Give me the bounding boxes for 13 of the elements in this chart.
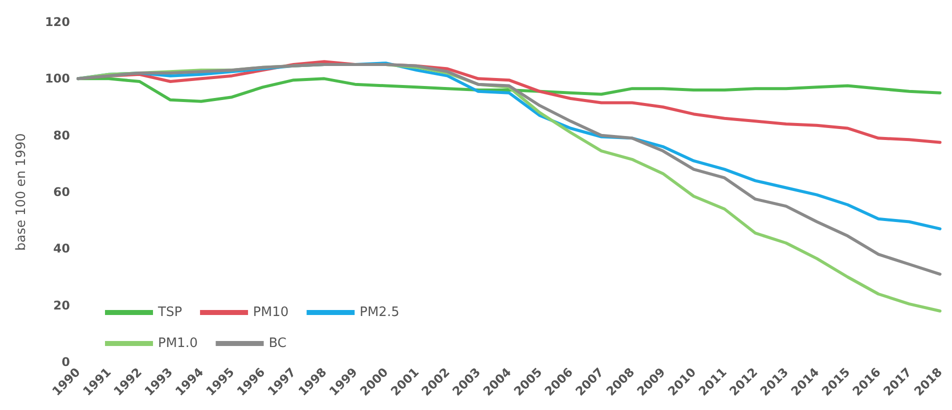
y-tick-label: 80 (53, 128, 70, 142)
y-tick-label: 40 (53, 242, 70, 256)
legend-label: PM2.5 (360, 305, 400, 320)
y-tick-label: 120 (44, 15, 70, 29)
y-tick-label: 60 (53, 185, 70, 199)
y-axis-title: base 100 en 1990 (14, 133, 29, 251)
legend-label: BC (268, 336, 287, 351)
y-tick-label: 0 (62, 355, 70, 369)
y-tick-label: 100 (44, 72, 70, 86)
legend-label: PM10 (253, 305, 289, 320)
legend-label: PM1.0 (158, 336, 198, 351)
y-tick-label: 20 (53, 298, 70, 312)
legend-label: TSP (157, 305, 182, 320)
